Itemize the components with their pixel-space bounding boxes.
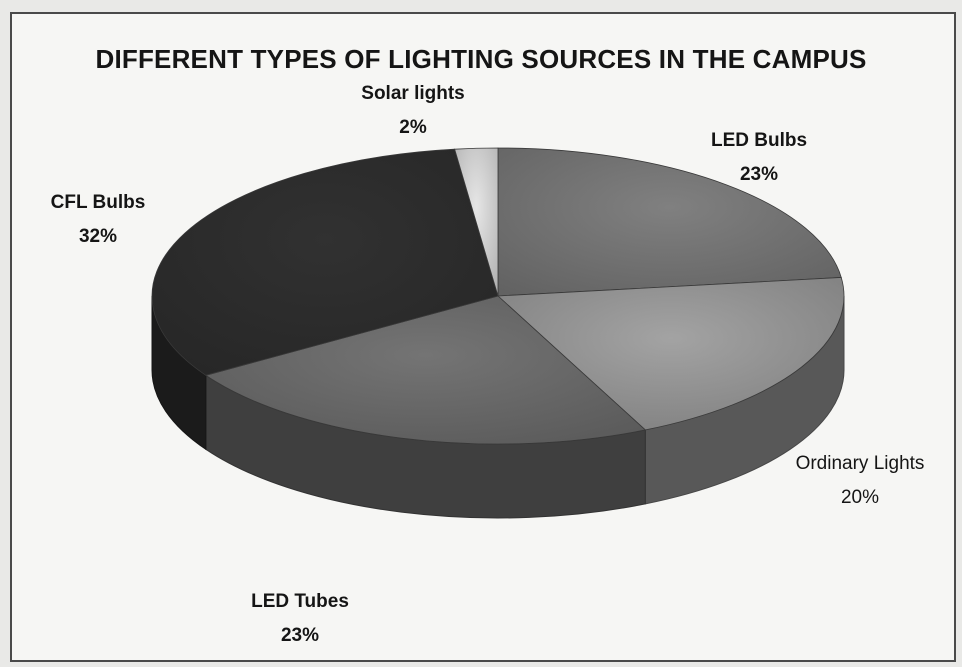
chart-title: DIFFERENT TYPES OF LIGHTING SOURCES IN T… bbox=[95, 44, 867, 74]
slice-value: 32% bbox=[78, 226, 118, 247]
slice-value: 20% bbox=[840, 487, 880, 508]
pie-top bbox=[151, 147, 845, 445]
pie-slice-ordinary-lights bbox=[497, 277, 845, 431]
slice-name: Ordinary Lights bbox=[795, 453, 925, 474]
slice-label-led-tubes: LED Tubes 23% bbox=[251, 585, 349, 653]
pie-slice-solar-lights bbox=[454, 147, 499, 297]
slice-name: Solar lights bbox=[361, 83, 465, 104]
slice-value: 23% bbox=[280, 625, 320, 646]
pie-slice-cfl-bulbs bbox=[151, 148, 499, 376]
slice-label-led-bulbs: LED Bulbs 23% bbox=[711, 124, 807, 192]
slice-name: LED Tubes bbox=[251, 591, 349, 612]
slice-label-ordinary-lights: Ordinary Lights 20% bbox=[796, 447, 925, 515]
slice-value: 23% bbox=[739, 164, 779, 185]
slice-label-cfl-bulbs: CFL Bulbs 32% bbox=[51, 186, 146, 254]
slice-value: 2% bbox=[399, 117, 427, 138]
pie-slice-led-tubes bbox=[204, 295, 647, 445]
slice-label-solar-lights: Solar lights 2% bbox=[361, 77, 464, 145]
slice-name: CFL Bulbs bbox=[50, 192, 146, 213]
pie-slice-led-bulbs bbox=[497, 147, 842, 297]
slice-name: LED Bulbs bbox=[710, 130, 808, 151]
